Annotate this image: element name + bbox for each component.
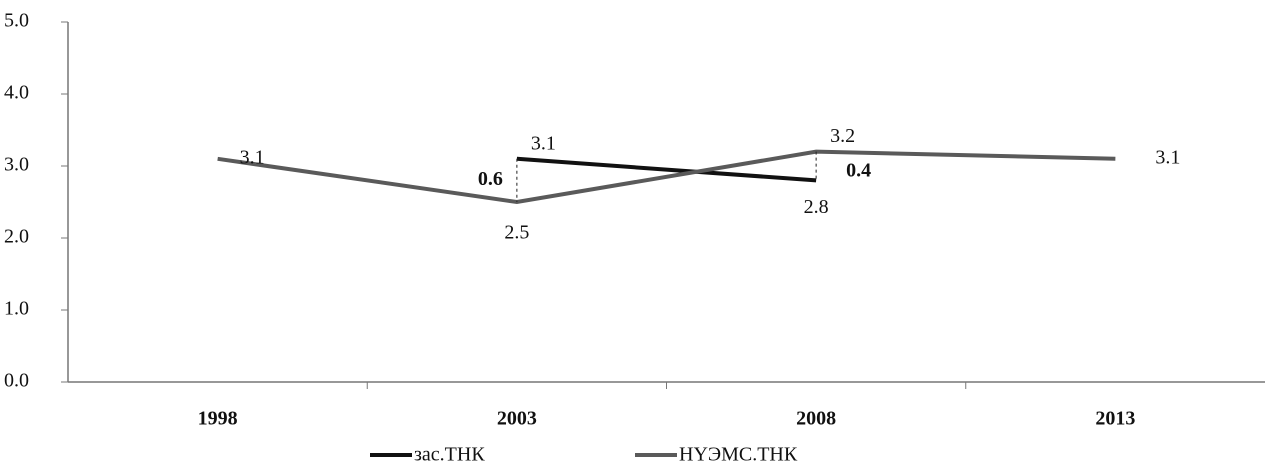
series-line [217,149,1116,205]
y-tick-label: 2.0 [4,226,29,248]
series-line [516,156,817,183]
y-tick-label: 3.0 [4,154,29,176]
data-label: 3.1 [1155,146,1180,168]
data-label: 2.5 [504,222,529,244]
data-label: 3.2 [830,125,855,147]
x-tick-label: 2008 [796,408,836,430]
data-label: 3.1 [240,146,265,168]
data-label: 2.8 [804,196,829,218]
x-tick-label: 2003 [497,408,537,430]
difference-label: 0.4 [846,160,871,182]
difference-label: 0.6 [478,168,503,190]
data-label: 3.1 [531,132,556,154]
y-tick-label: 5.0 [4,10,29,32]
x-tick-label: 1998 [198,408,238,430]
y-tick-label: 4.0 [4,82,29,104]
y-tick-label: 0.0 [4,370,29,392]
x-tick-label: 2013 [1095,408,1135,430]
y-tick-label: 1.0 [4,298,29,320]
legend-label: зас.ТНК [414,444,485,466]
legend-label: НҮЭМС.ТНК [679,444,798,466]
